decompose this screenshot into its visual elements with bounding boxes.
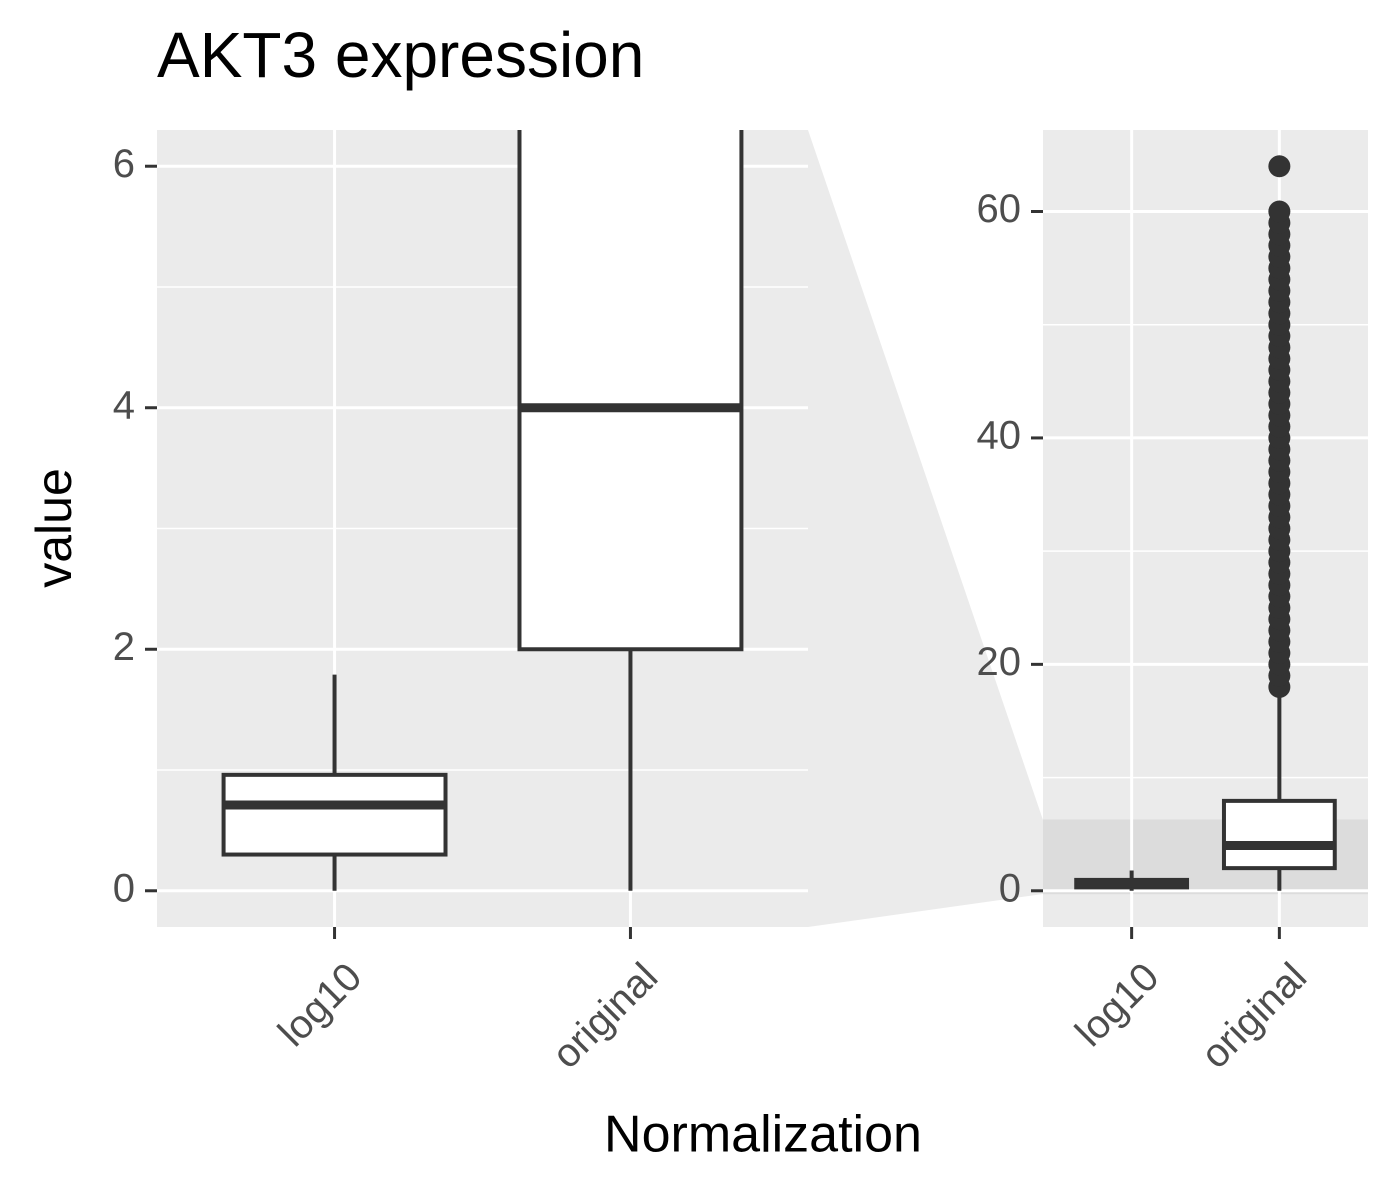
panel-background — [1043, 130, 1368, 927]
plot-data — [221, 130, 744, 891]
x-tick-label: original — [544, 955, 666, 1077]
panel: 0 20 40 60 log10 original — [977, 130, 1368, 1077]
y-tick-label: 20 — [977, 640, 1022, 684]
y-tick-label: 0 — [113, 866, 135, 910]
y-tick-label: 0 — [999, 866, 1021, 910]
y-tick-label: 60 — [977, 187, 1022, 231]
x-tick-label: log10 — [1067, 955, 1167, 1055]
box — [517, 130, 744, 652]
panel: 0 2 4 6 log10 original — [113, 130, 808, 1077]
y-tick-label: 40 — [977, 413, 1022, 457]
x-axis-title: Normalization — [604, 1106, 922, 1164]
box — [221, 772, 448, 857]
plot-data — [1074, 155, 1337, 891]
x-tick-label: original — [1193, 955, 1315, 1077]
y-axis-title: value — [26, 468, 82, 588]
zoom-connector — [808, 130, 1043, 927]
y-tick-label: 4 — [113, 383, 135, 427]
outlier — [1268, 155, 1291, 178]
chart-title: AKT3 expression — [157, 19, 644, 91]
y-tick-label: 2 — [113, 625, 135, 669]
box — [1221, 798, 1337, 871]
y-tick-label: 6 — [113, 142, 135, 186]
x-tick-label: log10 — [270, 955, 370, 1055]
outlier — [1268, 200, 1291, 223]
